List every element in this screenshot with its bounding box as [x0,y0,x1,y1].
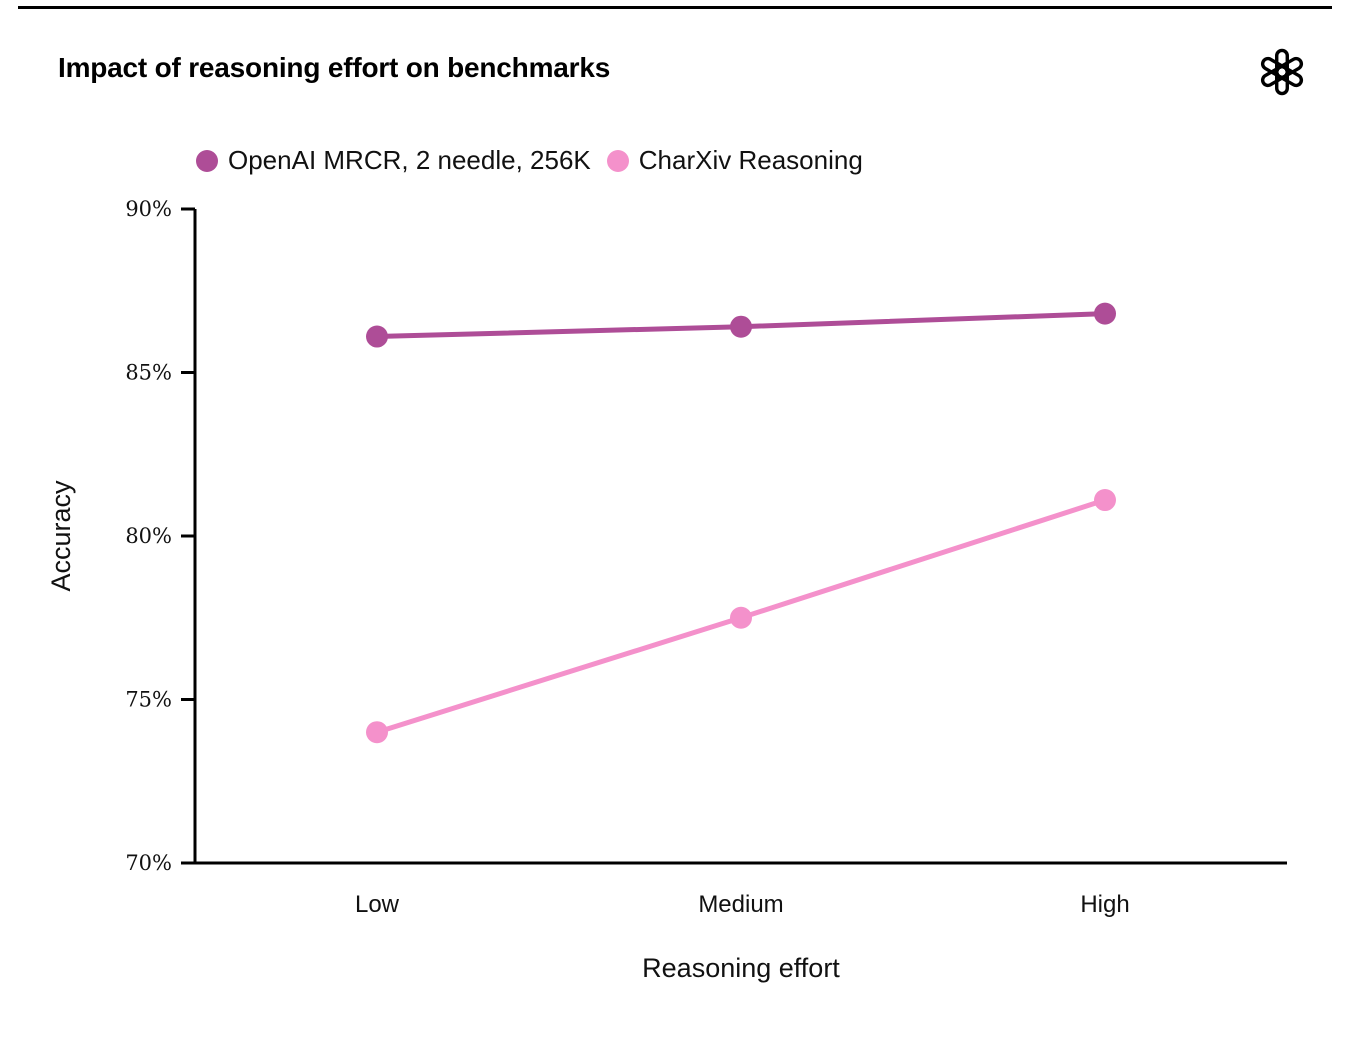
data-point [730,315,752,338]
legend-label: CharXiv Reasoning [638,145,863,175]
y-tick-label: 70% [125,851,172,875]
data-point [730,606,752,629]
legend-swatch-icon [606,149,629,172]
chart-title: Impact of reasoning effort on benchmarks [58,52,611,83]
x-axis-title: Reasoning effort [642,953,840,983]
data-point [366,325,388,348]
y-axis-title: Accuracy [46,480,76,592]
data-point [1094,302,1116,325]
x-tick-label: Low [355,891,400,918]
x-tick-label: Medium [698,891,783,918]
y-tick-label: 75% [125,688,172,712]
legend-swatch-icon [196,149,218,172]
legend-item-1: CharXiv Reasoning [606,145,863,176]
data-point [366,721,388,744]
chart-legend: OpenAI MRCR, 2 needle, 256K CharXiv Reaso… [196,145,863,176]
y-tick-label: 90% [125,197,172,221]
top-border-line [18,6,1332,9]
y-tick-label: 80% [125,524,172,548]
y-tick-label: 85% [125,361,172,385]
legend-item-0: OpenAI MRCR, 2 needle, 256K [196,145,591,176]
data-point [1094,489,1116,512]
x-tick-label: High [1080,891,1129,918]
legend-label: OpenAI MRCR, 2 needle, 256K [228,145,591,175]
openai-logo-icon [1256,46,1308,98]
